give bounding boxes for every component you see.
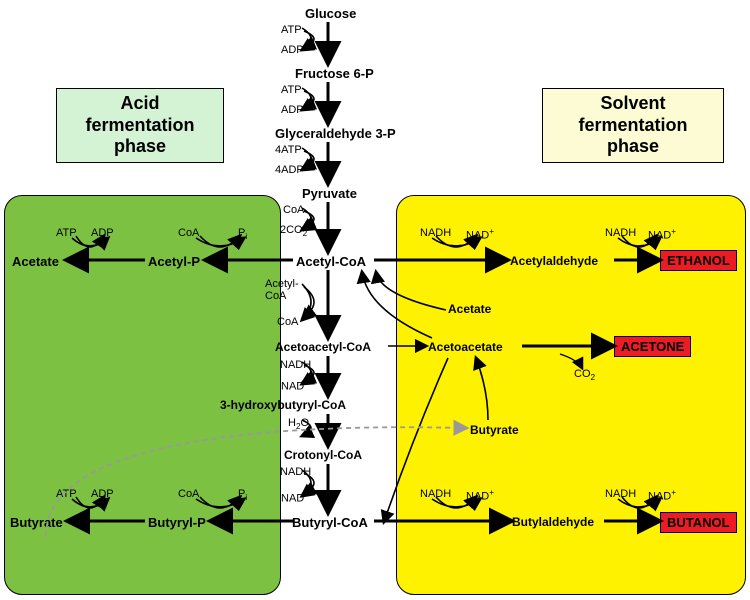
metabolite-acetoacetate: Acetoacetate: [428, 340, 503, 354]
cofactor-pi1: Pi: [238, 227, 247, 241]
cofactor-adp5: ADP: [91, 488, 114, 500]
cofactor-acoa: Acetyl-CoA: [265, 278, 299, 302]
cofactor-atp3: 4ATP: [275, 144, 302, 156]
metabolite-acetate_r: Acetate: [448, 302, 491, 316]
product-butanol: BUTANOL: [660, 512, 737, 533]
metabolite-fructose6p: Fructose 6-P: [295, 66, 374, 81]
acid-phase-label: Acidfermentationphase: [56, 88, 224, 163]
cofactor-nad2: NAD+: [648, 227, 676, 242]
cofactor-atp2: ATP: [281, 84, 302, 96]
product-ethanol: ETHANOL: [660, 250, 737, 271]
metabolite-gly3p: Glyceraldehyde 3-P: [275, 126, 396, 141]
metabolite-glucose: Glucose: [305, 6, 356, 21]
cofactor-h2o: H2O: [288, 417, 309, 431]
cofactor-nadh1: NADH: [420, 227, 451, 239]
cofactor-adp3: 4ADP: [275, 164, 304, 176]
cofactor-adp2: ADP: [281, 104, 304, 116]
cofactor-nad1: NAD+: [466, 227, 494, 242]
metabolite-butyrylcoa: Butyryl-CoA: [292, 515, 368, 530]
solvent-phase-label: Solventfermentationphase: [542, 88, 724, 163]
metabolite-pyruvate: Pyruvate: [302, 186, 357, 201]
cofactor-nadh5: NADH: [420, 488, 451, 500]
cofactor-pi2: Pi: [238, 488, 247, 502]
cofactor-coa3: CoA: [277, 316, 298, 328]
cofactor-co2_2: CO2: [574, 368, 595, 382]
cofactor-adp1: ADP: [281, 44, 304, 56]
cofactor-atp1: ATP: [281, 24, 302, 36]
cofactor-coa1: CoA: [283, 204, 304, 216]
metabolite-acetylcoa: Acetyl-CoA: [296, 254, 366, 269]
metabolite-butylald: Butylaldehyde: [512, 515, 594, 529]
cofactor-nadh3: NADH: [280, 359, 311, 371]
cofactor-nad4: NAD+: [281, 490, 309, 505]
metabolite-butyrate_l: Butyrate: [10, 515, 63, 530]
metabolite-acetylp: Acetyl-P: [148, 254, 200, 269]
cofactor-nad3: NAD+: [281, 378, 309, 393]
cofactor-adp4: ADP: [91, 227, 114, 239]
metabolite-acetate_l: Acetate: [12, 254, 59, 269]
cofactor-nad5: NAD+: [466, 488, 494, 503]
cofactor-coa4: CoA: [178, 488, 199, 500]
cofactor-nadh2: NADH: [605, 227, 636, 239]
cofactor-nadh4: NADH: [280, 466, 311, 478]
metabolite-hb_coa: 3-hydroxybutyryl-CoA: [220, 398, 346, 412]
cofactor-atp4: ATP: [56, 227, 77, 239]
cofactor-coa2: CoA: [178, 227, 199, 239]
metabolite-acetylald: Acetylaldehyde: [510, 254, 598, 268]
cofactor-atp5: ATP: [56, 488, 77, 500]
cofactor-nadh6: NADH: [605, 488, 636, 500]
metabolite-acetoacetylcoa: Acetoacetyl-CoA: [275, 340, 371, 354]
metabolite-butyrylp: Butyryl-P: [148, 515, 206, 530]
cofactor-co2_1: 2CO2: [280, 224, 307, 238]
metabolite-butyrate_r: Butyrate: [470, 423, 519, 437]
metabolite-crotonyl: Crotonyl-CoA: [284, 448, 362, 462]
cofactor-nad6: NAD+: [648, 488, 676, 503]
product-acetone: ACETONE: [614, 336, 691, 357]
